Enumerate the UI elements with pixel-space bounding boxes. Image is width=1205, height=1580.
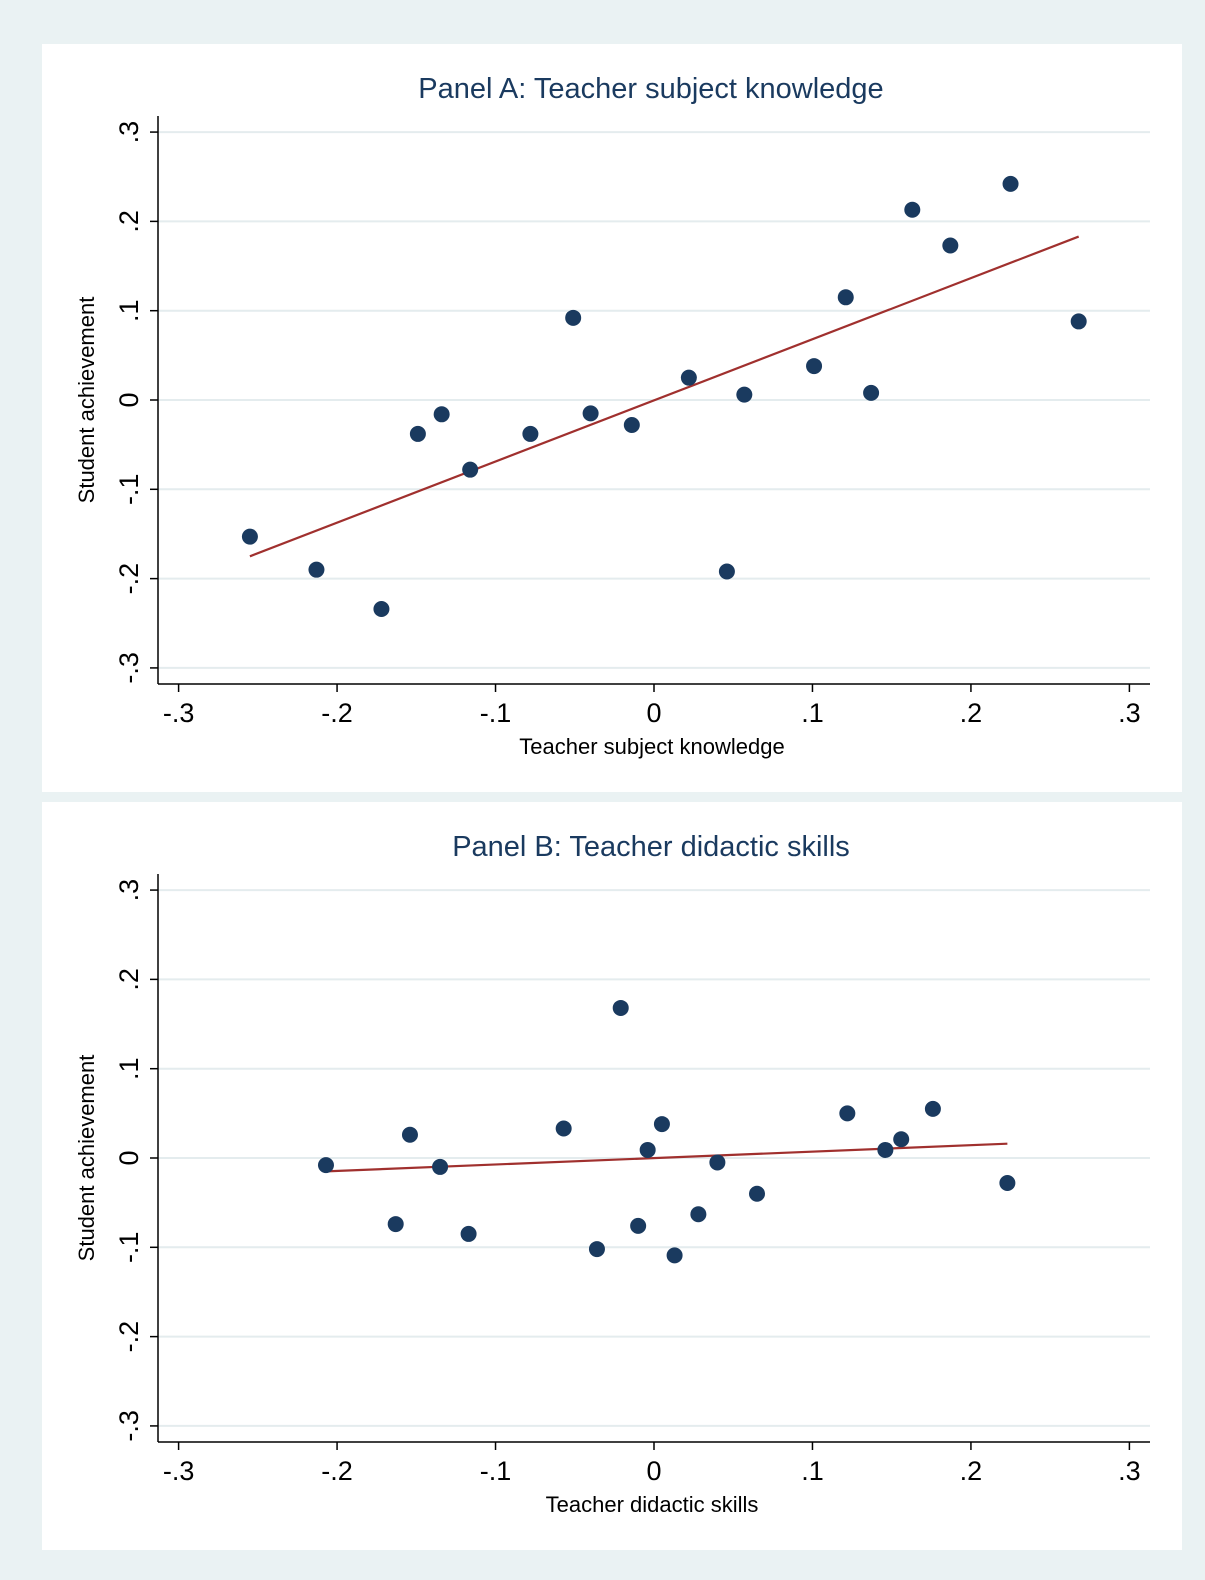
panel-a-data-point — [942, 237, 959, 254]
panel-a-data-point — [736, 386, 753, 403]
panel-a-x-tick-label: .2 — [960, 698, 983, 728]
panel-b-y-tick-label: 0 — [114, 1150, 144, 1165]
panel-a-data-point — [1070, 313, 1087, 330]
panel-a-x-tick-label: -.2 — [321, 698, 353, 728]
panel-b-x-tick-label: .3 — [1118, 1456, 1141, 1486]
panel-b-y-axis-label: Student achievement — [74, 1055, 99, 1262]
panel-a: Panel A: Teacher subject knowledge -.3 -.2… — [42, 44, 1182, 792]
panel-b-x-axis-label: Teacher didactic skills — [546, 1492, 759, 1517]
panel-a-data-point — [837, 289, 854, 306]
panel-b-data-point — [639, 1141, 656, 1158]
panel-a-y-tick-label: .2 — [114, 210, 144, 233]
panel-b-data-point — [999, 1175, 1016, 1192]
panel-b-data-point — [666, 1247, 683, 1264]
panel-a-data-point — [806, 358, 823, 375]
panel-a-y-tick-label: -.3 — [114, 652, 144, 684]
panel-b-y-tick-label: .3 — [114, 879, 144, 902]
panel-a-data-point — [582, 405, 599, 422]
panel-b-chart: Panel B: Teacher didactic skills -.3 -.2 -.… — [74, 831, 1150, 1517]
panel-a-data-point — [433, 406, 450, 423]
panel-b-data-point — [630, 1217, 647, 1234]
panel-a-data-point — [565, 309, 582, 326]
panel-a-data-point — [462, 461, 479, 478]
panel-b-x-tick-label: .2 — [960, 1456, 983, 1486]
panel-a-y-tick-label: .1 — [114, 299, 144, 322]
panel-b-x-tick-label: -.3 — [163, 1456, 195, 1486]
panel-b-data-point — [317, 1157, 334, 1174]
panel-b-x-tick-label: -.2 — [321, 1456, 353, 1486]
panel-a-data-point — [308, 561, 325, 578]
panel-a-x-axis-label: Teacher subject knowledge — [519, 734, 784, 759]
panel-a-fit-line — [249, 235, 1080, 558]
panel-a-data-point — [409, 425, 426, 442]
panel-b-data-point — [893, 1131, 910, 1148]
panel-b-data-point — [749, 1185, 766, 1202]
panel-b-title: Panel B: Teacher didactic skills — [452, 831, 850, 863]
panel-b-x-tick-label: -.1 — [480, 1456, 512, 1486]
panel-a-y-tick-label: -.1 — [114, 474, 144, 506]
panel-b-data-point — [612, 999, 629, 1016]
figure-frame: Panel A: Teacher subject knowledge -.3 -.2… — [8, 8, 1197, 1572]
panel-b-x-tick-label: .1 — [801, 1456, 824, 1486]
panel-a-data-point — [904, 201, 921, 218]
panel-b-data-point — [460, 1225, 477, 1242]
panel-b-data-point — [653, 1116, 670, 1133]
panel-b: Panel B: Teacher didactic skills -.3 -.2 -.… — [42, 802, 1182, 1550]
panel-a-y-tick-label: -.2 — [114, 563, 144, 595]
panel-a-x-tick-label: .1 — [801, 698, 824, 728]
panel-a-y-tick-label: 0 — [114, 392, 144, 407]
panel-a-x-tick-label: 0 — [646, 698, 661, 728]
panel-a-data-point — [1002, 175, 1019, 192]
panel-b-data-point — [924, 1100, 941, 1117]
panel-b-data-point — [839, 1105, 856, 1122]
panel-a-data-point — [373, 600, 390, 617]
panel-b-y-tick-label: -.2 — [114, 1321, 144, 1353]
panel-b-data-point — [877, 1141, 894, 1158]
panel-a-x-tick-label: .3 — [1118, 698, 1141, 728]
panel-b-y-tick-label: -.3 — [114, 1410, 144, 1442]
panel-b-data-point — [690, 1206, 707, 1223]
panel-a-x-tick-label: -.1 — [480, 698, 512, 728]
panel-a-data-point — [718, 563, 735, 580]
panel-b-y-tick-label: -.1 — [114, 1232, 144, 1264]
panel-a-x-tick-label: -.3 — [163, 698, 195, 728]
panel-b-y-tick-label: .2 — [114, 968, 144, 991]
panel-b-data-point — [709, 1154, 726, 1171]
panel-a-y-axis-label: Student achievement — [74, 297, 99, 504]
panel-a-data-point — [522, 425, 539, 442]
panel-b-data-point — [555, 1120, 572, 1137]
panel-b-x-tick-label: 0 — [646, 1456, 661, 1486]
panel-a-title: Panel A: Teacher subject knowledge — [418, 73, 883, 105]
panel-a-y-tick-label: .3 — [114, 121, 144, 144]
panel-a-chart: Panel A: Teacher subject knowledge -.3 -.2… — [74, 73, 1150, 759]
panel-a-data-point — [680, 369, 697, 386]
panel-b-data-point — [588, 1241, 605, 1258]
panel-b-data-point — [387, 1216, 404, 1233]
panel-b-data-point — [432, 1158, 449, 1175]
panel-a-data-point — [863, 384, 880, 401]
panel-b-data-point — [401, 1126, 418, 1143]
panel-a-data-point — [623, 417, 640, 434]
panel-a-data-point — [241, 528, 258, 545]
panel-b-y-tick-label: .1 — [114, 1057, 144, 1080]
